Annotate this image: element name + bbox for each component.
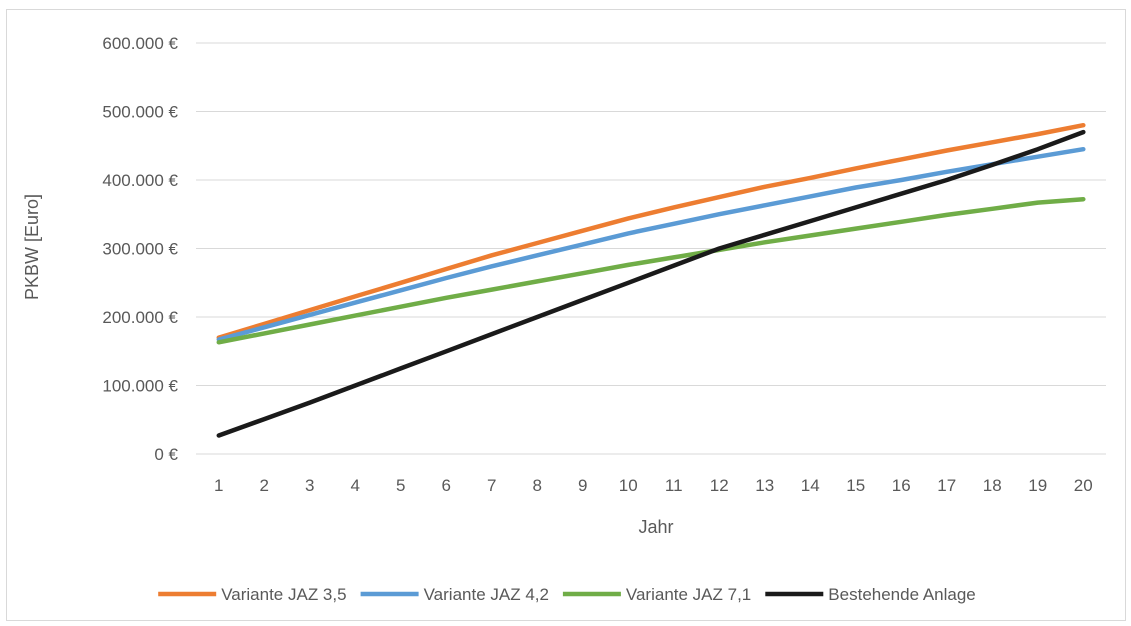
x-tick-label: 5: [396, 476, 405, 495]
x-axis-tick-labels: 1 2 3 4 5 6 7 8 9 10 11 12 13 14 15 16 17 18 19 20: [214, 476, 1093, 495]
legend-item: Variante JAZ 4,2: [360, 585, 549, 604]
x-tick-label: 18: [983, 476, 1002, 495]
y-tick-label: 400.000 €: [102, 171, 178, 190]
x-tick-label: 15: [846, 476, 865, 495]
chart-frame: 0 € 100.000 € 200.000 € 300.000 € 400.000 € 5…: [6, 9, 1126, 621]
y-tick-label: 200.000 €: [102, 308, 178, 327]
x-tick-label: 3: [305, 476, 314, 495]
y-tick-label: 500.000 €: [102, 103, 178, 122]
x-tick-label: 1: [214, 476, 223, 495]
series-line-3: [216, 196, 1086, 345]
legend-label: Variante JAZ 4,2: [424, 585, 549, 604]
legend-item: Variante JAZ 7,1: [562, 585, 751, 604]
x-tick-label: 20: [1074, 476, 1093, 495]
x-tick-label: 6: [442, 476, 451, 495]
legend-label: Bestehende Anlage: [828, 585, 975, 604]
y-tick-label: 300.000 €: [102, 240, 178, 259]
x-tick-label: 19: [1028, 476, 1047, 495]
x-tick-label: 11: [665, 476, 683, 495]
legend-item: Bestehende Anlage: [765, 585, 976, 604]
y-tick-label: 100.000 €: [102, 377, 178, 396]
legend-label: Variante JAZ 7,1: [626, 585, 751, 604]
y-tick-label: 0 €: [154, 445, 178, 464]
legend-label: Variante JAZ 3,5: [221, 585, 346, 604]
y-axis-tick-labels: 0 € 100.000 € 200.000 € 300.000 € 400.000 € 5…: [102, 34, 178, 464]
series-line-2: [216, 146, 1086, 342]
series-lines: [216, 122, 1086, 438]
x-tick-label: 4: [351, 476, 360, 495]
x-tick-label: 8: [533, 476, 542, 495]
x-tick-label: 14: [801, 476, 820, 495]
y-tick-label: 600.000 €: [102, 34, 178, 53]
legend-item: Variante JAZ 3,5: [158, 585, 347, 604]
line-chart: 0 € 100.000 € 200.000 € 300.000 € 400.000 € 5…: [22, 34, 1106, 604]
x-axis-title: Jahr: [638, 517, 673, 537]
x-tick-label: 13: [755, 476, 774, 495]
x-tick-label: 16: [892, 476, 911, 495]
series-line-4: [216, 129, 1086, 438]
legend: Variante JAZ 3,5 Variante JAZ 4,2 Variante…: [158, 585, 976, 604]
x-tick-label: 9: [578, 476, 587, 495]
x-tick-label: 2: [260, 476, 269, 495]
x-tick-label: 7: [487, 476, 496, 495]
series-line-1: [216, 122, 1086, 340]
x-tick-label: 17: [937, 476, 956, 495]
x-tick-label: 12: [710, 476, 729, 495]
y-axis-title: PKBW [Euro]: [22, 194, 42, 300]
x-tick-label: 10: [619, 476, 638, 495]
